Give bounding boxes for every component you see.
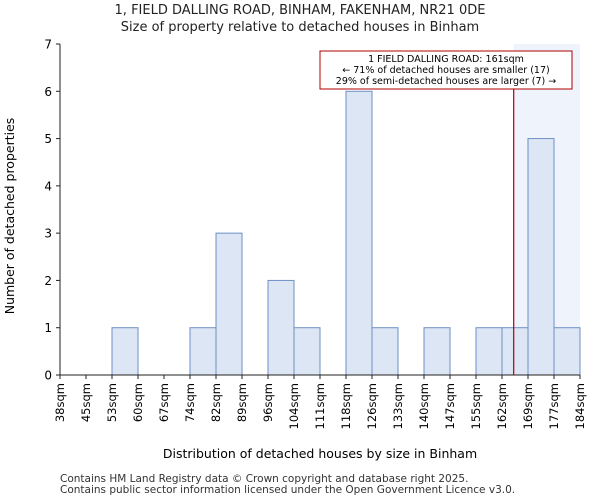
y-axis-label: Number of detached properties — [2, 118, 17, 315]
chart-subtitle: Size of property relative to detached ho… — [120, 20, 480, 35]
x-tick-label: 147sqm — [443, 383, 457, 429]
x-tick-label: 177sqm — [547, 383, 561, 429]
y-tick-label: 4 — [44, 179, 52, 193]
y-tick-label: 7 — [44, 38, 52, 52]
x-tick-label: 96sqm — [261, 383, 275, 422]
bar-177sqm — [553, 327, 581, 376]
bar-96sqm — [267, 279, 295, 376]
x-tick-label: 104sqm — [287, 383, 301, 429]
y-tick-label: 2 — [44, 274, 52, 288]
y-tick-label: 0 — [44, 369, 52, 383]
bar-118sqm — [345, 90, 373, 376]
x-tick-label: 133sqm — [391, 383, 405, 429]
y-tick-label: 1 — [44, 321, 52, 335]
y-tick-label: 6 — [44, 85, 52, 99]
bar-74sqm — [189, 327, 217, 376]
x-tick-label: 38sqm — [53, 383, 67, 422]
footer-line-2: Contains public sector information licen… — [60, 484, 516, 496]
x-tick-label: 118sqm — [339, 383, 353, 429]
y-tick-label: 5 — [44, 132, 52, 146]
x-tick-label: 67sqm — [157, 383, 171, 422]
annotation-line-2: ← 71% of detached houses are smaller (17… — [342, 65, 549, 76]
x-tick-label: 184sqm — [573, 383, 587, 429]
x-axis-label: Distribution of detached houses by size … — [163, 446, 477, 461]
bar-126sqm — [371, 327, 399, 376]
x-tick-label: 155sqm — [469, 383, 483, 429]
bar-82sqm — [215, 232, 243, 376]
y-tick-label: 3 — [44, 227, 52, 241]
x-tick-label: 162sqm — [495, 383, 509, 429]
x-tick-label: 89sqm — [235, 383, 249, 422]
footer-line-1: Contains HM Land Registry data © Crown c… — [60, 473, 469, 485]
x-tick-label: 45sqm — [79, 383, 93, 422]
chart-title: 1, FIELD DALLING ROAD, BINHAM, FAKENHAM,… — [114, 3, 486, 18]
annotation-box — [319, 50, 573, 90]
annotation-line-3: 29% of semi-detached houses are larger (… — [336, 76, 556, 87]
annotation-line-1: 1 FIELD DALLING ROAD: 161sqm — [368, 54, 524, 65]
x-tick-label: 126sqm — [365, 383, 379, 429]
x-tick-label: 53sqm — [105, 383, 119, 422]
bar-104sqm — [293, 327, 321, 376]
bar-162sqm — [501, 327, 529, 376]
x-tick-label: 140sqm — [417, 383, 431, 429]
x-tick-label: 74sqm — [183, 383, 197, 422]
bar-53sqm — [111, 327, 139, 376]
x-tick-label: 60sqm — [131, 383, 145, 422]
bar-140sqm — [423, 327, 451, 376]
x-tick-label: 82sqm — [209, 383, 223, 422]
bar-155sqm — [475, 327, 503, 376]
x-tick-label: 169sqm — [521, 383, 535, 429]
bar-169sqm — [527, 138, 555, 376]
x-tick-label: 111sqm — [313, 383, 327, 429]
